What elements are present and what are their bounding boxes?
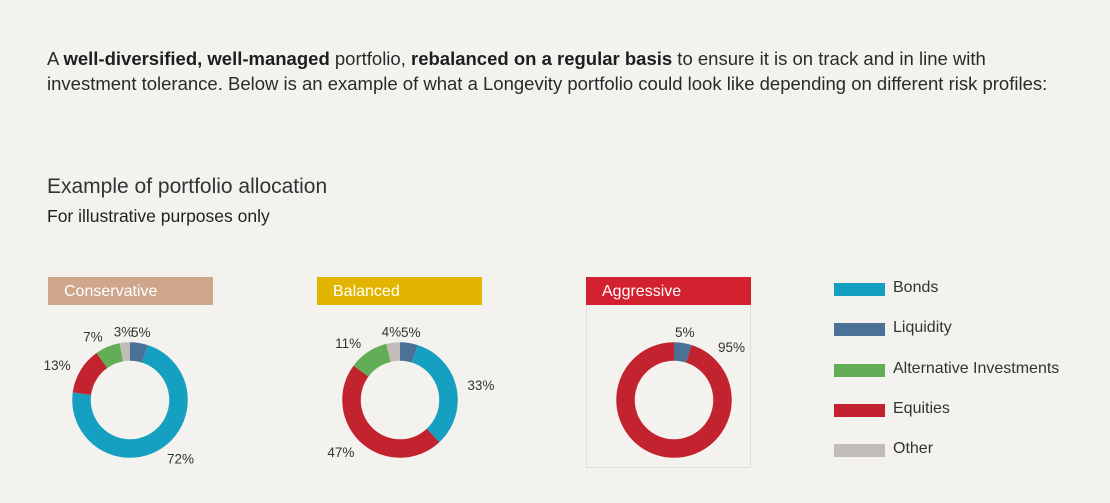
conservative-slice-bonds	[72, 342, 188, 458]
intro-paragraph: A well-diversified, well-managed portfol…	[47, 46, 1077, 96]
balanced-label-other: 4%	[382, 325, 402, 340]
balanced-slice-bonds	[342, 342, 458, 458]
legend-swatch-equities	[834, 403, 885, 417]
intro-text-3: to ensure it is on track and in line wit…	[47, 48, 1048, 94]
aggressive-frame	[586, 305, 751, 468]
aggressive-slice-equities	[616, 342, 732, 458]
intro-text-1: A	[47, 48, 64, 69]
legend-label-bonds: Bonds	[893, 279, 939, 296]
legend-label-liquidity: Liquidity	[893, 319, 952, 337]
intro-bold-2: rebalanced on a regular basis	[411, 48, 673, 69]
balanced-label-liquidity: 5%	[401, 325, 421, 340]
balanced-slice-equities	[342, 342, 458, 458]
balanced-label-alternative-investments: 11%	[335, 336, 361, 351]
balanced-label-bonds: 33%	[467, 378, 494, 393]
legend-label-other: Other	[893, 440, 934, 458]
balanced-slice-other	[342, 342, 458, 458]
legend-swatch-alternative-investments	[834, 363, 885, 377]
conservative-label-equities: 13%	[44, 358, 71, 373]
conservative-label: Conservative	[48, 277, 213, 305]
legend-swatch-bonds	[834, 283, 885, 296]
legend-label-alternative-investments: Alternative Investments	[893, 359, 1060, 377]
conservative-label-other: 3%	[114, 324, 134, 339]
conservative-label-liquidity: 5%	[131, 325, 151, 340]
section-heading: Example of portfolio allocation	[47, 175, 328, 198]
conservative-label-bonds: 72%	[167, 451, 194, 466]
aggressive-label: Aggressive	[586, 277, 751, 305]
intro-text-2: portfolio,	[329, 48, 411, 69]
legend-swatch-liquidity	[834, 323, 885, 337]
aggressive-label-liquidity: 5%	[675, 325, 695, 340]
balanced-label: Balanced	[317, 277, 482, 305]
legend-label-equities: Equities	[893, 399, 950, 417]
conservative-slice-other	[72, 342, 188, 458]
balanced-label-equities: 47%	[327, 445, 354, 460]
conservative-label-alternative-investments: 7%	[83, 330, 103, 345]
section-subheading: For illustrative purposes only	[47, 206, 270, 226]
intro-bold-1: well-diversified, well-managed	[63, 48, 330, 69]
aggressive-label-equities: 95%	[718, 340, 745, 355]
legend-swatch-other	[834, 444, 885, 458]
